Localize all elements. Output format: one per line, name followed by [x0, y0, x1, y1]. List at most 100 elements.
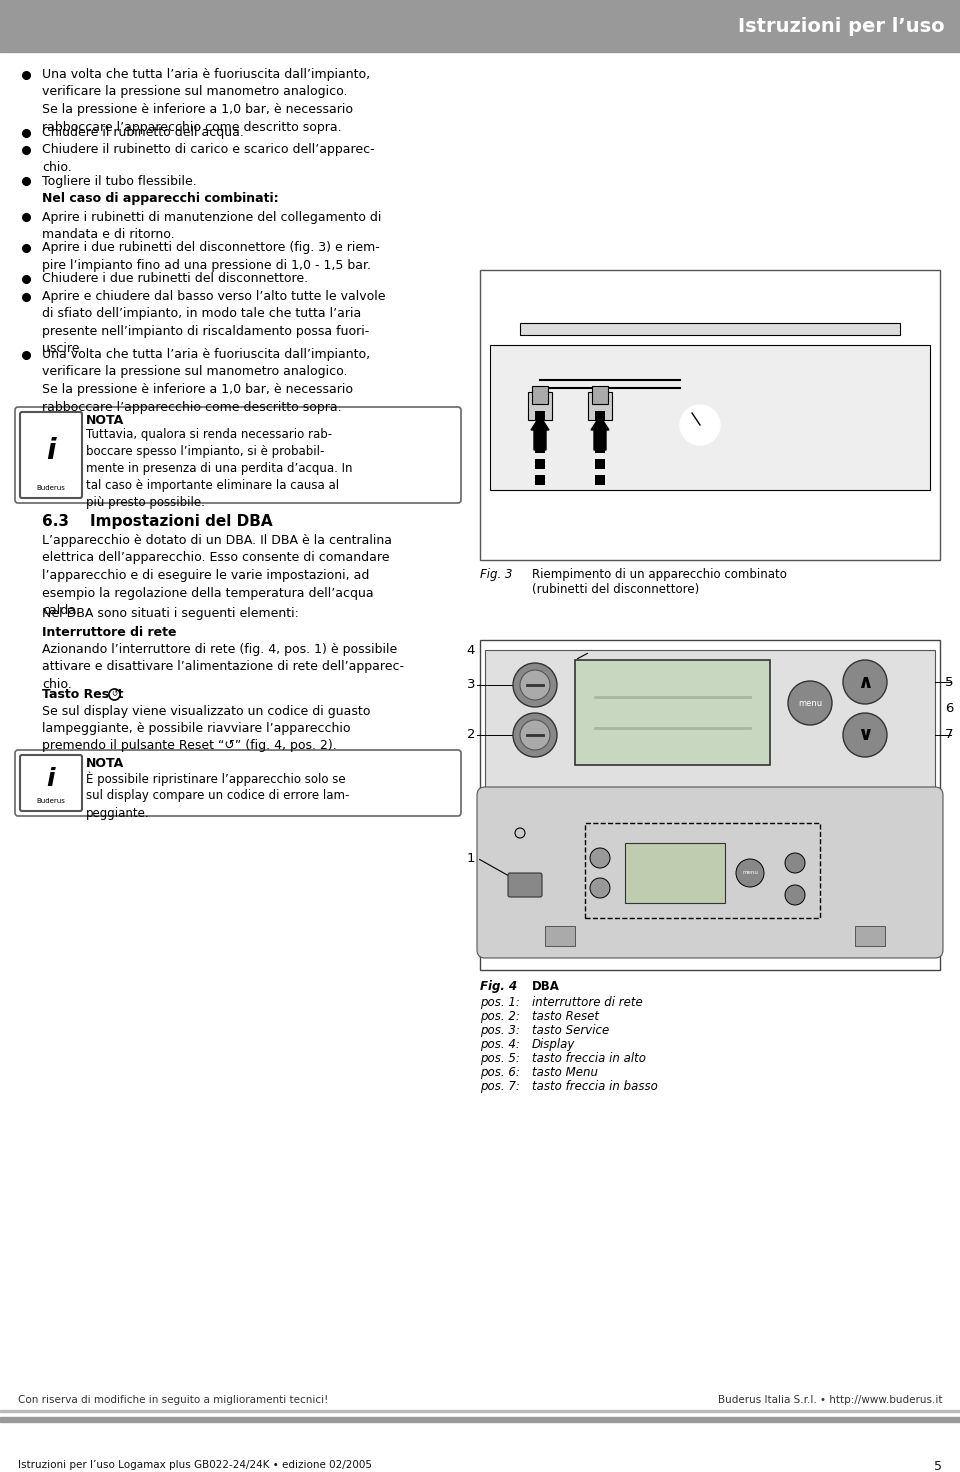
Bar: [625, 843, 725, 902]
FancyBboxPatch shape: [15, 406, 461, 503]
Text: Fig. 4: Fig. 4: [480, 980, 517, 994]
Text: tasto freccia in alto: tasto freccia in alto: [532, 1052, 646, 1066]
Text: pos. 2:: pos. 2:: [480, 1010, 520, 1023]
Bar: [595, 443, 605, 453]
Text: Aprire i due rubinetti del disconnettore (fig. 3) e riem-
pire l’impianto fino a: Aprire i due rubinetti del disconnettore…: [42, 241, 380, 272]
Text: Chiudere il rubinetto dell’acqua.: Chiudere il rubinetto dell’acqua.: [42, 127, 244, 138]
FancyBboxPatch shape: [20, 412, 82, 498]
Bar: [0, 0, 960, 52]
Bar: [480, 269, 940, 559]
Text: ∧: ∧: [857, 673, 873, 692]
Text: Tasto Reset: Tasto Reset: [42, 687, 124, 701]
Circle shape: [513, 662, 557, 707]
Bar: [595, 427, 605, 437]
Text: Una volta che tutta l’aria è fuoriuscita dall’impianto,
verificare la pressione : Una volta che tutta l’aria è fuoriuscita…: [42, 68, 371, 134]
Bar: [855, 926, 885, 946]
Text: tasto Menu: tasto Menu: [532, 1066, 598, 1079]
Text: Riempimento di un apparecchio combinato
(rubinetti del disconnettore): Riempimento di un apparecchio combinato …: [532, 568, 787, 596]
Text: Chiudere i due rubinetti del disconnettore.: Chiudere i due rubinetti del disconnetto…: [42, 272, 308, 286]
Circle shape: [843, 712, 887, 757]
Text: pos. 4:: pos. 4:: [480, 1038, 520, 1051]
Text: L’apparecchio è dotato di un DBA. Il DBA è la centralina
elettrica dell’apparecc: L’apparecchio è dotato di un DBA. Il DBA…: [42, 534, 392, 617]
Text: 1: 1: [467, 851, 475, 864]
Text: NOTA: NOTA: [86, 757, 124, 770]
Circle shape: [515, 827, 525, 838]
Text: Istruzioni per l’uso Logamax plus GB022-24/24K • edizione 02/2005: Istruzioni per l’uso Logamax plus GB022-…: [18, 1460, 372, 1471]
Circle shape: [520, 670, 550, 701]
Text: menu: menu: [798, 699, 822, 708]
Circle shape: [843, 659, 887, 704]
Text: 3: 3: [467, 679, 475, 692]
Text: pos. 7:: pos. 7:: [480, 1080, 520, 1094]
Bar: [0, 1410, 960, 1412]
Text: pos. 6:: pos. 6:: [480, 1066, 520, 1079]
Bar: [535, 411, 545, 421]
Text: ∨: ∨: [857, 726, 873, 745]
Text: tasto Service: tasto Service: [532, 1025, 610, 1036]
FancyBboxPatch shape: [508, 873, 542, 896]
Circle shape: [788, 682, 832, 726]
Bar: [480, 640, 940, 970]
Text: Nel DBA sono situati i seguenti elementi:: Nel DBA sono situati i seguenti elementi…: [42, 608, 299, 621]
Bar: [595, 459, 605, 470]
Bar: [588, 392, 612, 420]
Text: Una volta che tutta l’aria è fuoriuscita dall’impianto,
verificare la pressione : Una volta che tutta l’aria è fuoriuscita…: [42, 347, 371, 414]
Bar: [535, 475, 545, 484]
Text: 4: 4: [467, 643, 475, 657]
FancyBboxPatch shape: [477, 788, 943, 958]
Text: Tuttavia, qualora si renda necessario rab-
boccare spesso l’impianto, si è proba: Tuttavia, qualora si renda necessario ra…: [86, 428, 352, 509]
Circle shape: [680, 405, 720, 445]
FancyBboxPatch shape: [20, 755, 82, 811]
FancyArrow shape: [591, 417, 609, 450]
Text: Interruttore di rete: Interruttore di rete: [42, 626, 177, 639]
Text: i: i: [47, 767, 56, 790]
Bar: [532, 386, 548, 403]
Circle shape: [513, 712, 557, 757]
Text: tasto Reset: tasto Reset: [532, 1010, 599, 1023]
Bar: [585, 823, 820, 919]
Bar: [595, 411, 605, 421]
Bar: [535, 443, 545, 453]
Bar: [520, 322, 900, 336]
Circle shape: [785, 885, 805, 905]
Text: tasto freccia in basso: tasto freccia in basso: [532, 1080, 658, 1094]
FancyBboxPatch shape: [15, 751, 461, 815]
Text: Con riserva di modifiche in seguito a miglioramenti tecnici!: Con riserva di modifiche in seguito a mi…: [18, 1395, 328, 1404]
Circle shape: [590, 848, 610, 868]
Text: Aprire i rubinetti di manutenzione del collegamento di
mandata e di ritorno.: Aprire i rubinetti di manutenzione del c…: [42, 210, 381, 241]
Bar: [575, 659, 770, 765]
Bar: [485, 651, 935, 790]
Circle shape: [520, 720, 550, 751]
Circle shape: [736, 860, 764, 888]
Text: i: i: [46, 437, 56, 465]
Text: Aprire e chiudere dal basso verso l’alto tutte le valvole
di sfiato dell’impiant: Aprire e chiudere dal basso verso l’alto…: [42, 290, 386, 356]
Circle shape: [785, 852, 805, 873]
Bar: [0, 1418, 960, 1422]
Bar: [528, 392, 552, 420]
Text: Nel caso di apparecchi combinati:: Nel caso di apparecchi combinati:: [42, 191, 278, 205]
Text: 2: 2: [467, 729, 475, 742]
Text: Chiudere il rubinetto di carico e scarico dell’apparec-
chio.: Chiudere il rubinetto di carico e scaric…: [42, 143, 374, 174]
Text: DBA: DBA: [532, 980, 560, 994]
Bar: [592, 386, 608, 403]
Circle shape: [590, 877, 610, 898]
Text: 5: 5: [934, 1460, 942, 1472]
Text: Display: Display: [532, 1038, 575, 1051]
Text: Buderus: Buderus: [36, 484, 65, 492]
Text: Se sul display viene visualizzato un codice di guasto
lampeggiante, è possibile : Se sul display viene visualizzato un cod…: [42, 705, 371, 752]
Text: NOTA: NOTA: [86, 414, 124, 427]
Text: pos. 1:: pos. 1:: [480, 997, 520, 1008]
FancyArrow shape: [531, 417, 549, 450]
Text: È possibile ripristinare l’apparecchio solo se
sul display compare un codice di : È possibile ripristinare l’apparecchio s…: [86, 771, 349, 820]
Text: pos. 5:: pos. 5:: [480, 1052, 520, 1066]
Text: menu: menu: [742, 870, 758, 876]
Text: 6: 6: [945, 702, 953, 714]
Text: interruttore di rete: interruttore di rete: [532, 997, 643, 1008]
Text: ↺: ↺: [110, 689, 117, 699]
Bar: [535, 459, 545, 470]
Text: 6.3    Impostazioni del DBA: 6.3 Impostazioni del DBA: [42, 514, 273, 528]
Bar: [490, 344, 930, 490]
Text: Istruzioni per l’uso: Istruzioni per l’uso: [738, 16, 945, 35]
Text: Togliere il tubo flessibile.: Togliere il tubo flessibile.: [42, 175, 197, 187]
Text: 7: 7: [945, 729, 953, 742]
